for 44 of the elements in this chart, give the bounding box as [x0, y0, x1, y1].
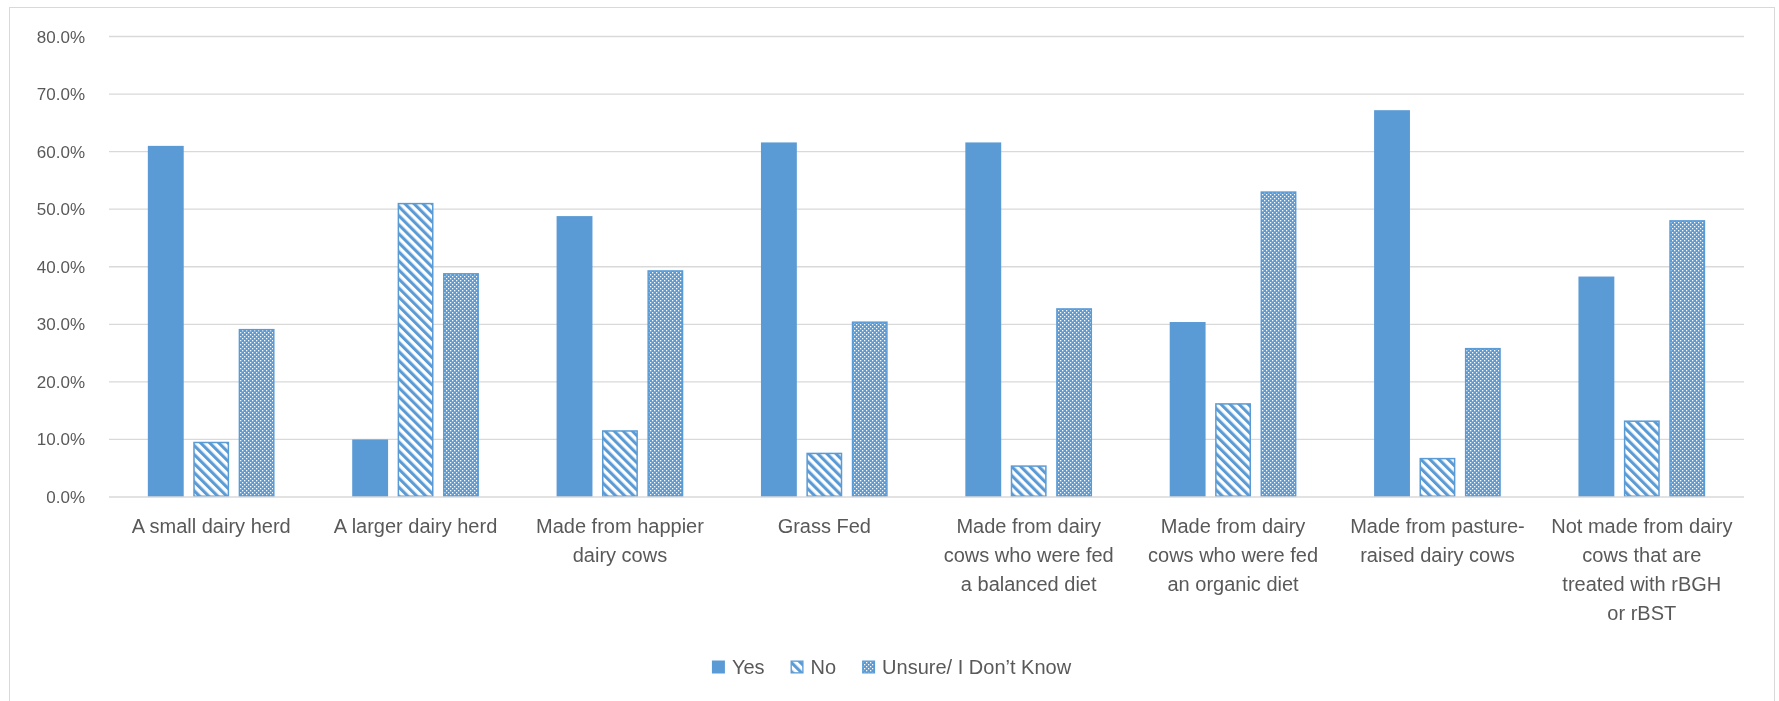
- bar: [1056, 308, 1093, 497]
- bar: [1010, 465, 1047, 497]
- x-tick-label: Made from dairy cows who were fed an organic diet: [1148, 515, 1319, 595]
- y-tick-label: 80.0%: [36, 27, 85, 46]
- bar: [1464, 347, 1501, 497]
- bar: [806, 452, 843, 497]
- x-tick-label: Made from dairy cows who were fed a balanced diet: [943, 515, 1114, 595]
- bar: [1169, 322, 1206, 497]
- bar: [397, 202, 434, 497]
- bar: [1669, 220, 1706, 497]
- bar: [851, 321, 888, 497]
- x-tick-label: A larger dairy herd: [333, 515, 498, 537]
- x-tick-label: Made from pasture-raised dairy cows: [1350, 515, 1525, 566]
- bar: [965, 142, 1002, 497]
- bar: [1578, 276, 1615, 497]
- bar: [443, 273, 479, 497]
- y-tick-label: 40.0%: [36, 257, 85, 277]
- y-tick-label: 10.0%: [36, 429, 85, 449]
- y-tick-label: 60.0%: [36, 142, 85, 162]
- bar: [1623, 420, 1660, 497]
- bar: [760, 142, 797, 497]
- bar: [193, 441, 230, 497]
- x-tick-label: Grass Fed: [777, 515, 871, 537]
- bar: [147, 145, 184, 497]
- bar: [556, 216, 593, 497]
- y-tick-label: 0.0%: [46, 487, 85, 507]
- bar: [1260, 191, 1297, 497]
- y-tick-label: 70.0%: [36, 84, 85, 104]
- x-tick-label: Not made from dairy cows that are treated with rBGH or rBST: [1551, 515, 1733, 624]
- legend-label: Unsure/ I Don’t Know: [882, 656, 1072, 678]
- bar: [1215, 403, 1251, 497]
- bar: [1374, 110, 1410, 497]
- legend-label: No: [810, 656, 837, 678]
- x-tick-label: A small dairy herd: [131, 515, 291, 537]
- x-tick-label: Made from happier dairy cows: [536, 515, 705, 566]
- y-tick-label: 20.0%: [36, 372, 85, 392]
- bar: [602, 430, 638, 497]
- bar: [1419, 457, 1456, 497]
- bar: [647, 270, 684, 497]
- y-tick-label: 30.0%: [36, 314, 85, 334]
- bar: [352, 439, 389, 497]
- y-tick-label: 50.0%: [36, 199, 85, 219]
- bar: [238, 328, 275, 497]
- legend-label: Yes: [731, 656, 765, 678]
